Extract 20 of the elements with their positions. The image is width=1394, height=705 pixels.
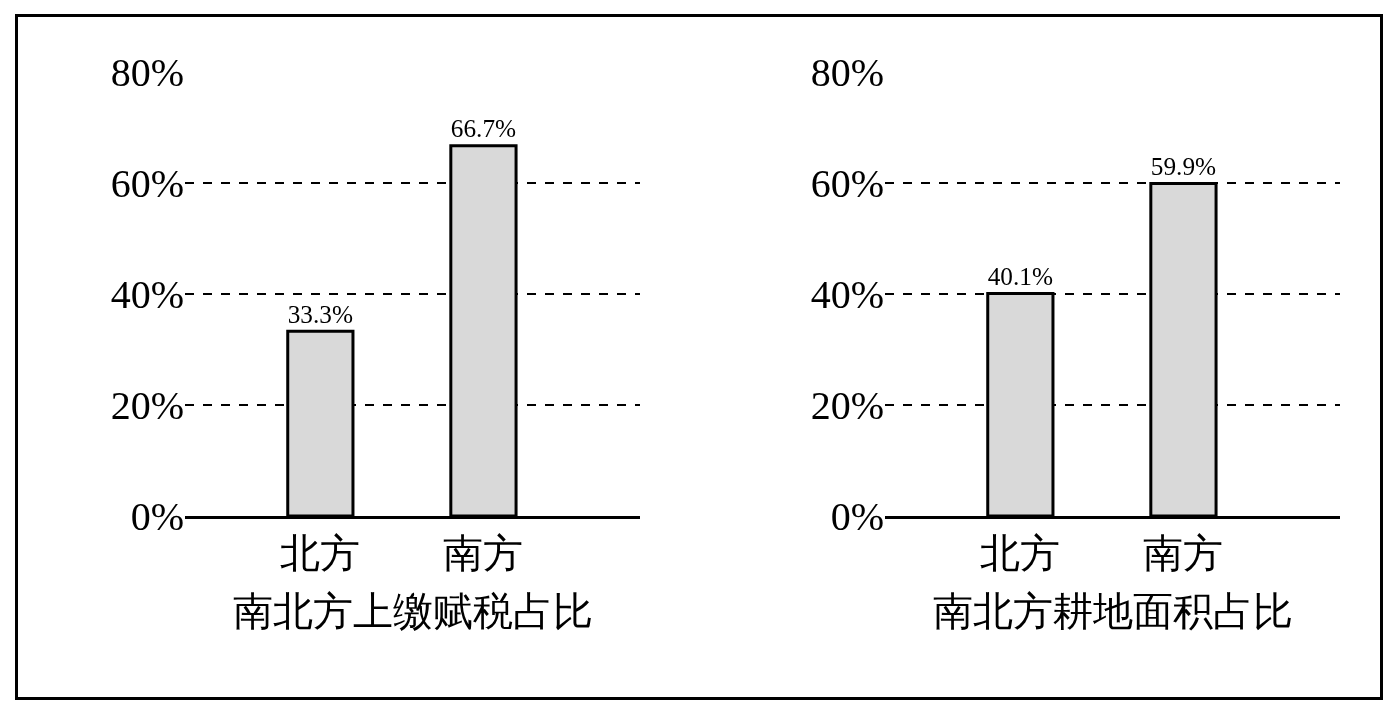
y-tick-label: 20% [810,383,884,428]
y-tick-label: 20% [110,383,184,428]
data-label: 66.7% [450,114,517,143]
y-tick-label: 0% [830,494,884,539]
y-tick-label: 40% [110,272,184,317]
y-tick-label: 40% [810,272,884,317]
x-axis-title: 南北方耕地面积占比 [932,588,1293,634]
x-tick-label: 北方 [280,531,361,576]
y-tick-label: 0% [130,494,184,539]
data-label: 33.3% [287,299,353,328]
y-tick-label: 80% [810,50,884,95]
x-tick-label: 北方 [980,531,1061,576]
x-tick-label: 南方 [443,531,524,576]
y-tick-label: 60% [810,161,884,206]
x-tick-label: 南方 [1143,531,1224,576]
data-label: 59.9% [1150,151,1217,180]
y-tick-label: 80% [110,50,184,95]
data-label: 40.1% [987,261,1053,290]
y-tick-label: 60% [110,161,184,206]
x-axis-title: 南北方上缴赋税占比 [232,588,593,634]
